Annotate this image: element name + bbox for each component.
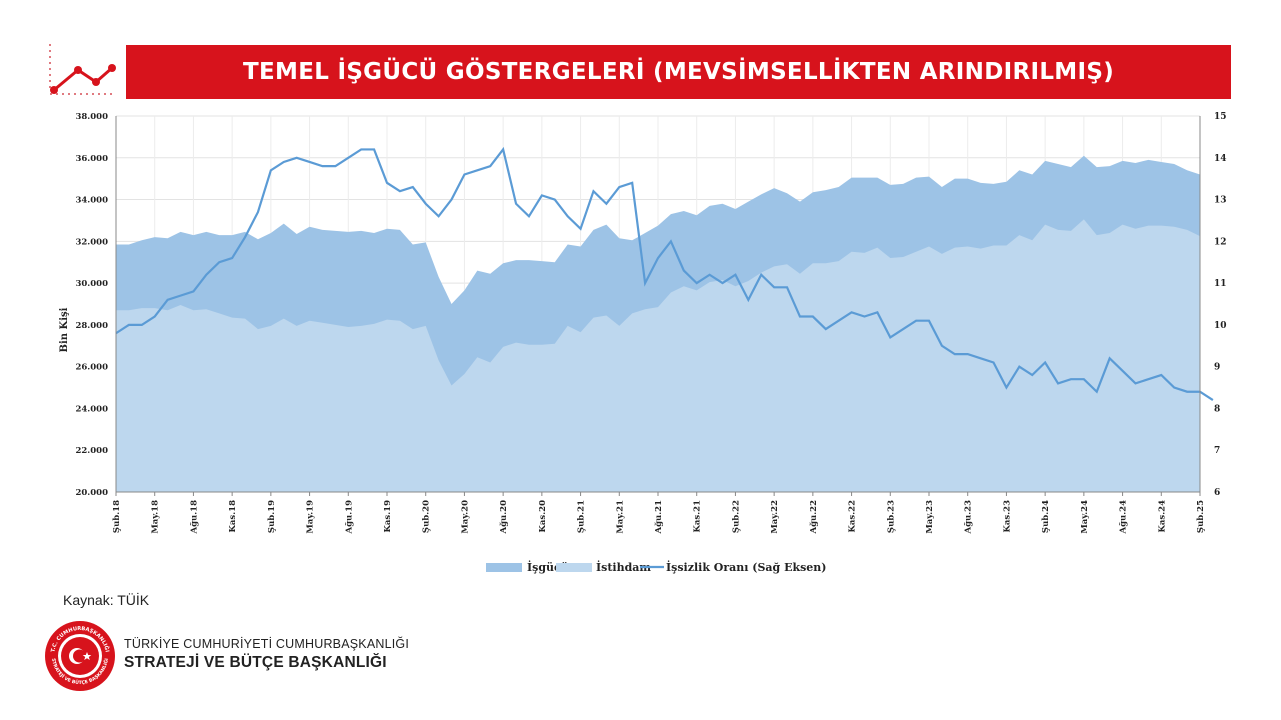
source-note: Kaynak: TÜİK (63, 592, 150, 608)
right-axis-ticks: 6 7 8 9 10 11 12 13 14 15 (1214, 112, 1227, 498)
x-tick-label: Şub.24 (1041, 500, 1051, 533)
x-tick-label: Ağu.24 (1119, 500, 1129, 535)
y2-tick-label: 15 (1214, 112, 1227, 122)
x-tick-label: May.23 (925, 500, 935, 534)
x-tick-label: Kas.21 (693, 500, 703, 533)
x-tick-label: May.22 (770, 500, 780, 534)
x-tick-label: Ağu.23 (964, 500, 974, 535)
legend-label-employment: İstihdam (596, 560, 651, 574)
x-tick-label: May.21 (615, 500, 625, 534)
x-tick-label: Ağu.22 (809, 500, 819, 535)
x-tick-label: Kas.24 (1157, 500, 1167, 533)
legend-swatch-labor-force (486, 563, 522, 572)
y2-tick-label: 6 (1214, 488, 1220, 498)
x-tick-label: Kas.22 (848, 500, 858, 533)
x-tick-label: Ağu.19 (344, 500, 354, 535)
x-tick-label: Kas.23 (1002, 500, 1012, 533)
sbb-seal-logo: T.C. CUMHURBAŞKANLIĞI STRATEJİ VE BÜTÇE … (45, 621, 115, 691)
page-title: TEMEL İŞGÜCÜ GÖSTERGELERİ (MEVSİMSELLİKT… (243, 59, 1114, 85)
trend-chart-icon (49, 44, 116, 95)
x-tick-label: Kas.18 (228, 500, 238, 533)
x-tick-label: Ağu.21 (654, 500, 664, 535)
x-tick-label: Şub.22 (731, 500, 741, 533)
y-tick-label: 34.000 (75, 196, 108, 206)
x-tick-label: Kas.19 (383, 500, 393, 533)
x-tick-label: Kas.20 (538, 500, 548, 533)
y-tick-label: 28.000 (75, 321, 108, 331)
legend-label-unemployment: İşsizlik Oranı (Sağ Eksen) (666, 560, 826, 574)
y2-tick-label: 12 (1214, 237, 1227, 247)
y-tick-label: 22.000 (75, 446, 108, 456)
chart-legend: İşgücü İstihdam İşsizlik Oranı (Sağ Ekse… (486, 560, 826, 574)
y-axis-label: Bin Kişi (59, 307, 70, 352)
y2-tick-label: 7 (1214, 446, 1220, 456)
unemployment-rate-line (115, 146, 1214, 402)
y2-tick-label: 14 (1214, 154, 1227, 164)
y-tick-label: 20.000 (75, 488, 108, 498)
y-tick-label: 26.000 (75, 363, 108, 373)
x-tick-label: Şub.25 (1196, 500, 1206, 533)
y2-tick-label: 10 (1214, 321, 1227, 331)
title-banner: TEMEL İŞGÜCÜ GÖSTERGELERİ (MEVSİMSELLİKT… (126, 45, 1231, 99)
org-line-1: TÜRKİYE CUMHURİYETİ CUMHURBAŞKANLIĞI (124, 637, 410, 651)
x-tick-label: Ağu.20 (499, 500, 509, 535)
x-tick-label: Şub.18 (112, 500, 122, 533)
y2-tick-label: 13 (1214, 196, 1227, 206)
y-tick-label: 36.000 (75, 154, 108, 164)
y2-tick-label: 8 (1214, 404, 1220, 414)
x-tick-label: Şub.23 (886, 500, 896, 533)
y2-tick-label: 11 (1214, 279, 1227, 289)
x-tick-label: Şub.19 (267, 500, 277, 533)
y2-tick-label: 9 (1214, 363, 1220, 373)
y-tick-label: 32.000 (75, 237, 108, 247)
y-tick-label: 30.000 (75, 279, 108, 289)
left-axis-ticks: 20.000 22.000 24.000 26.000 28.000 30.000 32.0… (75, 112, 108, 498)
x-tick-label: May.20 (460, 500, 470, 534)
x-tick-label: May.19 (306, 500, 316, 534)
x-tick-label: May.24 (1080, 500, 1090, 534)
x-tick-label: Şub.20 (422, 500, 432, 533)
org-line-2: STRATEJİ VE BÜTÇE BAŞKANLIĞI (124, 654, 387, 671)
x-tick-label: Şub.21 (577, 500, 587, 533)
organization-name: TÜRKİYE CUMHURİYETİ CUMHURBAŞKANLIĞI STR… (124, 637, 409, 672)
x-axis-ticks: Şub.18 May.18 Ağu.18 Kas.18 Şub.19 May.19 Ağu.… (112, 492, 1206, 535)
y-tick-label: 38.000 (75, 112, 108, 122)
employment-area (116, 219, 1200, 492)
y-tick-label: 24.000 (75, 404, 108, 414)
x-tick-label: Ağu.18 (189, 500, 199, 535)
x-tick-label: May.18 (151, 500, 161, 534)
legend-swatch-employment (556, 563, 592, 572)
